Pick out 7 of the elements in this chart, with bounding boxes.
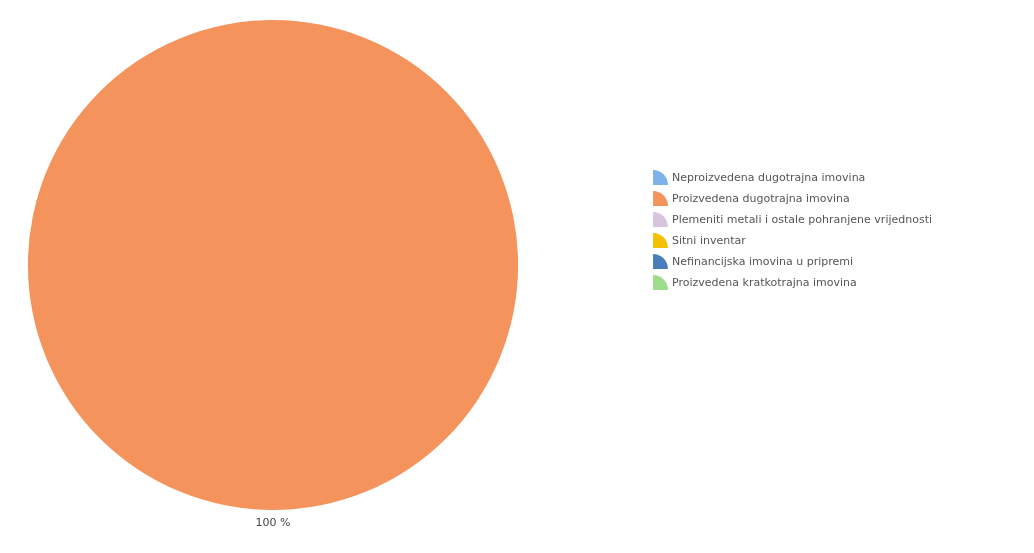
data-label: 100 % [255, 516, 291, 529]
legend-label: Proizvedena kratkotrajna imovina [672, 275, 857, 289]
legend-label: Nefinancijska imovina u pripremi [672, 254, 854, 268]
legend-label: Neproizvedena dugotrajna imovina [672, 170, 866, 184]
legend-label: Sitni inventar [672, 233, 747, 247]
legend-label: Plemeniti metali i ostale pohranjene vrijednosti [672, 212, 933, 226]
legend-label: Proizvedena dugotrajna imovina [672, 191, 850, 205]
